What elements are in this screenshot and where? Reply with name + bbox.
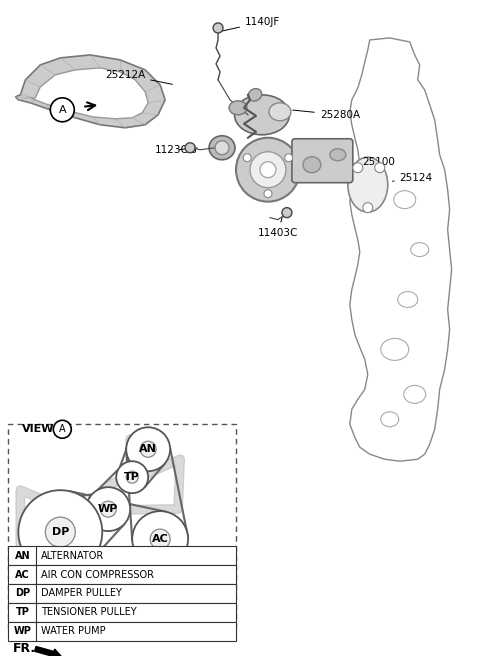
Text: WP: WP (13, 626, 31, 637)
Ellipse shape (381, 412, 399, 427)
Circle shape (150, 529, 170, 549)
Text: 1140JF: 1140JF (221, 17, 280, 32)
Circle shape (375, 163, 385, 173)
Ellipse shape (229, 101, 247, 115)
Text: TENSIONER PULLEY: TENSIONER PULLEY (41, 608, 137, 618)
Ellipse shape (398, 292, 418, 307)
Polygon shape (15, 55, 165, 127)
Circle shape (140, 442, 156, 457)
Text: VIEW: VIEW (23, 424, 55, 434)
Text: DAMPER PULLEY: DAMPER PULLEY (41, 589, 122, 599)
Text: 25221: 25221 (300, 155, 351, 165)
Text: ALTERNATOR: ALTERNATOR (41, 551, 105, 560)
Circle shape (243, 154, 251, 162)
Text: 11403C: 11403C (258, 217, 298, 238)
Text: TP: TP (124, 472, 140, 482)
Text: DP: DP (52, 527, 69, 537)
Circle shape (50, 98, 74, 122)
Circle shape (363, 202, 373, 213)
Text: WP: WP (98, 504, 119, 514)
Circle shape (116, 461, 148, 493)
Ellipse shape (348, 157, 388, 212)
Circle shape (132, 511, 188, 567)
Ellipse shape (235, 95, 289, 135)
FancyBboxPatch shape (8, 424, 236, 634)
Circle shape (260, 162, 276, 177)
Circle shape (18, 490, 102, 574)
Text: A: A (59, 105, 66, 115)
Circle shape (215, 141, 229, 155)
Text: AIR CON COMPRESSOR: AIR CON COMPRESSOR (41, 570, 155, 579)
Ellipse shape (381, 338, 408, 361)
Circle shape (282, 208, 292, 217)
Text: TP: TP (15, 608, 29, 618)
Circle shape (236, 138, 300, 202)
Circle shape (213, 23, 223, 33)
Circle shape (250, 152, 286, 188)
FancyBboxPatch shape (8, 603, 236, 622)
FancyBboxPatch shape (292, 139, 353, 183)
Circle shape (185, 143, 195, 152)
FancyBboxPatch shape (8, 622, 236, 641)
Text: AN: AN (14, 551, 30, 560)
FancyBboxPatch shape (8, 565, 236, 584)
Text: 1123GG: 1123GG (155, 145, 198, 155)
Text: 25212A: 25212A (105, 70, 172, 84)
Text: 25124: 25124 (393, 173, 433, 183)
Circle shape (86, 487, 130, 531)
Text: DP: DP (15, 589, 30, 599)
Ellipse shape (209, 136, 235, 160)
Ellipse shape (330, 148, 346, 161)
FancyBboxPatch shape (8, 546, 236, 565)
Ellipse shape (394, 191, 416, 209)
Ellipse shape (248, 89, 262, 101)
Circle shape (353, 163, 363, 173)
Polygon shape (30, 68, 148, 119)
Circle shape (53, 420, 72, 438)
Ellipse shape (303, 157, 321, 173)
Text: 25280A: 25280A (293, 110, 360, 120)
Text: 25100: 25100 (353, 157, 395, 167)
Circle shape (100, 501, 116, 517)
Circle shape (126, 427, 170, 471)
Circle shape (45, 517, 75, 547)
Text: WATER PUMP: WATER PUMP (41, 626, 106, 637)
Text: A: A (59, 424, 66, 434)
Ellipse shape (404, 386, 426, 403)
Polygon shape (350, 38, 452, 461)
Text: AC: AC (152, 534, 168, 544)
FancyArrow shape (35, 646, 61, 657)
FancyBboxPatch shape (8, 584, 236, 603)
Text: FR.: FR. (12, 643, 36, 656)
Circle shape (126, 471, 138, 483)
Ellipse shape (269, 103, 291, 121)
Ellipse shape (411, 242, 429, 257)
Circle shape (264, 190, 272, 198)
Text: AC: AC (15, 570, 30, 579)
Text: AN: AN (139, 444, 157, 454)
Circle shape (285, 154, 293, 162)
